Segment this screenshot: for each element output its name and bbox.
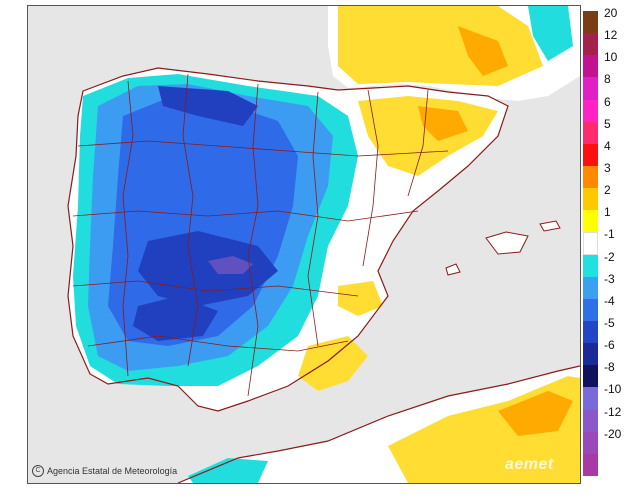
legend-swatch [583,254,598,278]
legend-label: -20 [604,426,622,441]
legend-swatch [583,409,598,433]
legend-label: 2 [604,183,611,198]
coastline [67,67,509,412]
legend-label: 4 [604,138,611,153]
map-frame [27,5,581,484]
legend-swatch [583,321,598,344]
legend-swatch [583,387,598,411]
france-yellow [338,6,543,86]
anomaly-map [28,6,580,483]
legend-swatch [583,166,598,189]
africa-cyan [188,458,268,483]
legend-swatch [583,453,598,477]
legend-label: 8 [604,72,611,87]
legend-label: -5 [604,316,615,330]
legend-swatch [583,11,598,34]
legend-label: 12 [604,28,618,43]
legend-swatch [583,33,598,56]
legend-label: 20 [604,6,618,20]
aemet-watermark: aemet [505,456,554,473]
credit: C Agencia Estatal de Meteorología [32,465,177,477]
balearic-menorca [539,220,561,232]
balearic-mallorca [485,231,529,255]
legend-label: -6 [604,338,615,353]
legend-label: -10 [604,382,622,397]
legend-swatch [583,55,598,78]
france-orange [458,26,508,76]
zone-yellow-murcia [338,281,383,316]
legend-label: 10 [604,50,618,65]
legend-label: -12 [604,404,622,419]
legend-swatch [583,365,598,388]
balearic-ibiza [445,263,461,276]
zone-yellow-se [298,336,368,391]
legend-swatch [583,298,598,322]
zone-yellow-ne [358,96,498,176]
legend-swatch [583,431,598,455]
legend-label: -8 [604,360,615,375]
zone-purple [208,256,253,274]
legend-swatch [583,276,598,300]
legend-swatch [583,210,598,233]
zone-orange-ne [418,106,468,141]
legend-swatch [583,143,598,167]
credit-text: Agencia Estatal de Meteorología [47,466,178,476]
legend-swatch [583,232,598,256]
zone-dark-blue-sw [133,296,218,341]
legend-swatch [583,77,598,101]
legend-label: 5 [604,116,611,131]
africa-coastline [177,365,580,483]
legend-swatch [583,343,598,366]
legend-swatch [583,188,598,211]
legend-swatch [583,121,598,145]
legend-swatch [583,99,598,123]
legend-label: -3 [604,271,615,286]
legend-label: -1 [604,227,615,242]
france-cyan [528,6,573,61]
legend-label: -4 [604,293,615,308]
legend-label: 1 [604,205,611,220]
zone-dark-blue [158,86,258,126]
africa-orange [498,391,573,436]
zone-dark-blue-centre [138,231,278,306]
legend-label: -2 [604,249,615,264]
legend-label: 3 [604,161,611,175]
copyright-icon: C [32,465,44,477]
province-borders [72,73,449,397]
legend-label: 6 [604,94,611,109]
